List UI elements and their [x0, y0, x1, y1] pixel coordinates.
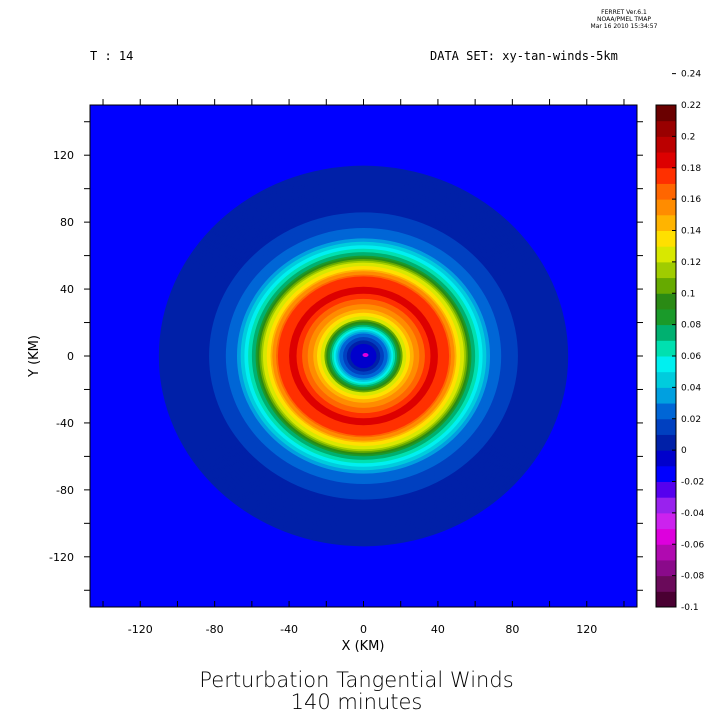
chart-subtitle: 140 minutes — [290, 690, 423, 714]
colorbar-swatch — [656, 246, 676, 263]
colorbar-swatch — [656, 512, 676, 530]
colorbar-swatch — [656, 152, 676, 169]
x-axis: -120 -80 -40 0 40 80 120 — [102, 99, 625, 636]
x-tick-label: -40 — [280, 623, 298, 636]
colorbar-swatch — [656, 575, 676, 592]
colorbar-swatch — [656, 340, 676, 357]
colorbar-swatch — [656, 434, 676, 451]
colorbar-swatch — [656, 293, 676, 310]
x-tick-label: -80 — [206, 623, 224, 636]
colorbar-swatch — [656, 450, 676, 467]
stamp-line-2: NOAA/PMEL TMAP — [597, 16, 651, 23]
colorbar-swatch — [656, 261, 676, 279]
colorbar-swatch — [656, 167, 676, 184]
colorbar-label: 0.16 — [681, 195, 701, 205]
colorbar-swatch — [656, 418, 676, 435]
center-minimum — [362, 353, 369, 357]
colorbar-label: 0.18 — [681, 164, 701, 174]
colorbar-label: 0.12 — [681, 258, 701, 268]
colorbar-label: -0.02 — [681, 478, 704, 488]
colorbar-label: 0.22 — [681, 101, 701, 111]
colorbar-swatch — [656, 544, 676, 561]
y-tick-label: -80 — [56, 484, 74, 497]
y-tick-label: 40 — [60, 283, 74, 296]
colorbar-label: 0.24 — [681, 70, 701, 80]
x-tick-label: 80 — [505, 623, 519, 636]
colorbar-swatch — [656, 308, 676, 326]
stamp-line-3: Mar 16 2010 15:34:57 — [590, 23, 658, 30]
colorbar-swatch — [656, 120, 676, 137]
colorbar-swatch — [656, 105, 676, 122]
colorbar-swatch — [656, 230, 676, 247]
dataset-label: DATA SET: xy-tan-winds-5km — [430, 49, 618, 63]
colorbar-label: 0.04 — [681, 383, 701, 393]
colorbar-label: 0.2 — [681, 132, 695, 142]
colorbar-swatch — [656, 497, 676, 514]
x-axis-label: X (KM) — [342, 639, 385, 654]
y-axis-label: Y (KM) — [27, 335, 42, 378]
y-tick-label: 120 — [53, 149, 74, 162]
colorbar-swatch — [656, 465, 676, 482]
colorbar-swatch — [656, 277, 676, 294]
colorbar-swatch — [656, 591, 676, 608]
colorbar-label: 0.02 — [681, 415, 701, 425]
y-tick-label: -40 — [56, 417, 74, 430]
colorbar-label: -0.06 — [681, 540, 705, 550]
colorbar-swatch — [656, 324, 676, 341]
colorbar-swatch — [656, 481, 676, 498]
x-tick-label: 0 — [360, 623, 367, 636]
contour-field — [158, 165, 569, 547]
x-tick-label: -120 — [128, 623, 153, 636]
colorbar-swatch — [656, 403, 676, 420]
colorbar-swatch — [656, 559, 676, 577]
colorbar-swatch — [656, 136, 676, 153]
colorbar: 0.24 0.22 0.2 0.18 0.16 0.14 0.12 0.1 0.08 0.06 0.… — [655, 70, 705, 613]
colorbar-swatch — [656, 356, 676, 373]
colorbar-swatch — [656, 214, 676, 231]
colorbar-label: -0.1 — [681, 603, 699, 613]
x-tick-label: 120 — [576, 623, 597, 636]
chart-title: Perturbation Tangential Winds — [199, 668, 514, 692]
colorbar-swatch — [656, 387, 676, 404]
colorbar-label: -0.04 — [681, 509, 705, 519]
colorbar-swatch — [656, 199, 676, 216]
stamp-line-1: FERRET Ver.6.1 — [601, 9, 647, 16]
colorbar-label: 0.06 — [681, 352, 701, 362]
y-tick-label: -120 — [49, 551, 74, 564]
y-tick-label: 80 — [60, 216, 74, 229]
colorbar-label: 0.1 — [681, 289, 695, 299]
y-axis: 120 80 40 0 -40 -80 -120 — [49, 121, 643, 591]
time-label: T : 14 — [90, 49, 134, 63]
y-tick-label: 0 — [67, 350, 74, 363]
colorbar-label: 0.08 — [681, 321, 701, 331]
colorbar-swatch — [656, 528, 676, 545]
colorbar-swatch — [656, 371, 676, 388]
colorbar-label: 0.14 — [681, 227, 701, 237]
colorbar-label: -0.08 — [681, 572, 705, 582]
x-tick-label: 40 — [431, 623, 445, 636]
colorbar-label: 0 — [681, 446, 687, 456]
colorbar-swatch — [656, 183, 676, 200]
ferret-stamp: FERRET Ver.6.1 NOAA/PMEL TMAP Mar 16 201… — [590, 9, 658, 30]
